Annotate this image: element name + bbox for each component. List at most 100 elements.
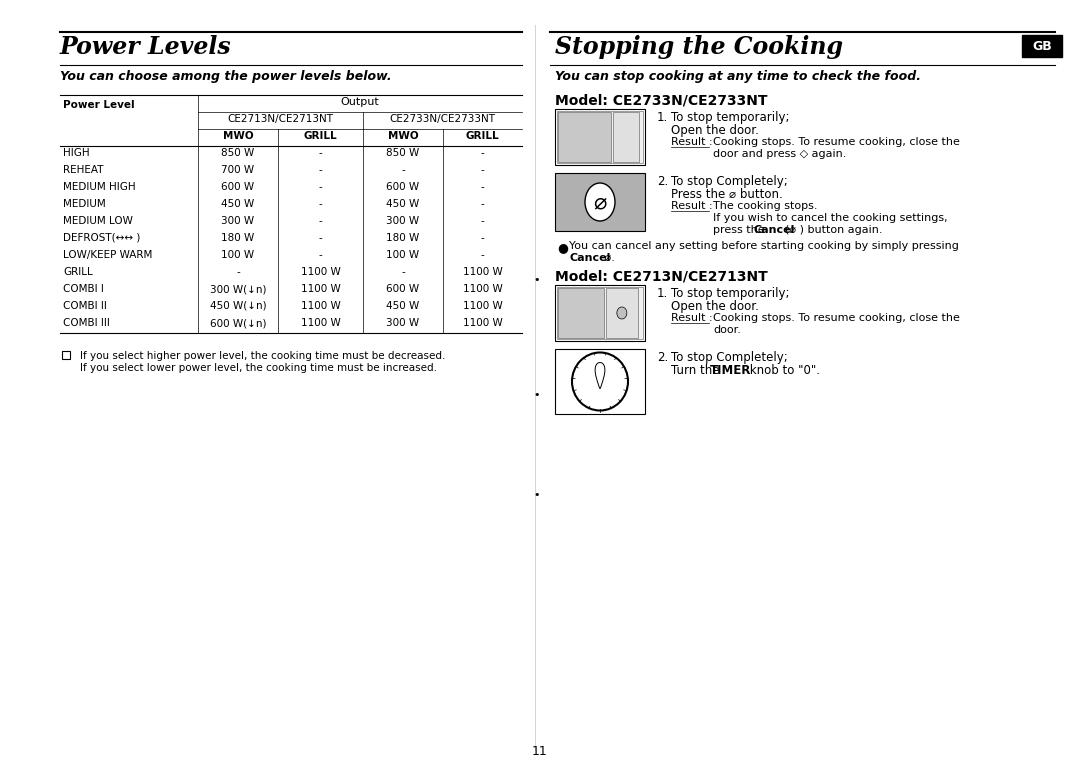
Text: Open the door.: Open the door. bbox=[671, 300, 759, 313]
Text: 300 W: 300 W bbox=[387, 318, 419, 328]
Text: 600 W: 600 W bbox=[387, 182, 419, 192]
Bar bbox=[555, 173, 645, 231]
Text: Cooking stops. To resume cooking, close the: Cooking stops. To resume cooking, close … bbox=[713, 313, 960, 323]
Text: HIGH: HIGH bbox=[63, 148, 90, 158]
Text: -: - bbox=[481, 233, 484, 243]
Text: 180 W: 180 W bbox=[387, 233, 420, 243]
Text: -: - bbox=[481, 182, 484, 192]
Text: If you wish to cancel the cooking settings,: If you wish to cancel the cooking settin… bbox=[713, 213, 947, 223]
Text: 1100 W: 1100 W bbox=[300, 267, 340, 277]
Text: 1100 W: 1100 W bbox=[300, 284, 340, 294]
Text: ●: ● bbox=[557, 241, 568, 254]
Text: Power Level: Power Level bbox=[63, 101, 135, 111]
Text: To stop Completely;: To stop Completely; bbox=[671, 175, 787, 188]
Text: -: - bbox=[319, 165, 322, 175]
Bar bbox=[558, 288, 604, 338]
Text: press the: press the bbox=[713, 225, 768, 235]
Ellipse shape bbox=[617, 307, 626, 319]
Text: 700 W: 700 W bbox=[221, 165, 255, 175]
Text: 2.: 2. bbox=[657, 175, 669, 188]
Text: TIMER: TIMER bbox=[710, 364, 752, 377]
Text: MWO: MWO bbox=[222, 131, 254, 141]
Bar bbox=[606, 288, 638, 338]
Text: 11: 11 bbox=[532, 745, 548, 758]
Text: •: • bbox=[534, 390, 540, 400]
Text: The cooking stops.: The cooking stops. bbox=[713, 201, 818, 211]
Text: 300 W(↓n): 300 W(↓n) bbox=[210, 284, 267, 294]
Text: COMBI III: COMBI III bbox=[63, 318, 110, 328]
Text: 1.: 1. bbox=[657, 287, 669, 300]
Text: door and press ◇ again.: door and press ◇ again. bbox=[713, 149, 847, 159]
Text: MWO: MWO bbox=[388, 131, 418, 141]
Text: DEFROST(↔↔ ): DEFROST(↔↔ ) bbox=[63, 233, 140, 243]
Text: •: • bbox=[534, 275, 540, 285]
Bar bbox=[557, 287, 643, 339]
Text: -: - bbox=[401, 267, 405, 277]
Text: You can choose among the power levels below.: You can choose among the power levels be… bbox=[60, 70, 392, 83]
Text: 1100 W: 1100 W bbox=[462, 318, 502, 328]
Text: MEDIUM LOW: MEDIUM LOW bbox=[63, 216, 133, 226]
Text: Result :: Result : bbox=[671, 201, 713, 211]
Bar bbox=[557, 111, 643, 163]
Text: COMBI I: COMBI I bbox=[63, 284, 104, 294]
Text: Open the door.: Open the door. bbox=[671, 124, 759, 137]
Text: 850 W: 850 W bbox=[221, 148, 255, 158]
Text: Stopping the Cooking: Stopping the Cooking bbox=[555, 35, 843, 59]
Text: GB: GB bbox=[1032, 40, 1052, 53]
Text: CE2733N/CE2733NT: CE2733N/CE2733NT bbox=[390, 114, 496, 124]
Text: -: - bbox=[481, 199, 484, 209]
Bar bbox=[1022, 35, 1062, 57]
Text: 1100 W: 1100 W bbox=[300, 301, 340, 311]
Text: Turn the: Turn the bbox=[671, 364, 724, 377]
Text: To stop temporarily;: To stop temporarily; bbox=[671, 287, 789, 300]
Text: 100 W: 100 W bbox=[221, 250, 255, 260]
Text: Cooking stops. To resume cooking, close the: Cooking stops. To resume cooking, close … bbox=[713, 137, 960, 147]
Text: Power Levels: Power Levels bbox=[60, 35, 231, 59]
Text: To stop temporarily;: To stop temporarily; bbox=[671, 111, 789, 124]
Text: 1100 W: 1100 W bbox=[462, 301, 502, 311]
Text: -: - bbox=[319, 182, 322, 192]
Text: GRILL: GRILL bbox=[465, 131, 499, 141]
Text: -: - bbox=[481, 165, 484, 175]
Text: Model: CE2733N/CE2733NT: Model: CE2733N/CE2733NT bbox=[555, 93, 768, 107]
Text: Cancel: Cancel bbox=[569, 253, 610, 263]
Text: 450 W(↓n): 450 W(↓n) bbox=[210, 301, 267, 311]
Text: 450 W: 450 W bbox=[387, 199, 420, 209]
Bar bbox=[62, 351, 70, 359]
Text: -: - bbox=[319, 250, 322, 260]
Text: GRILL: GRILL bbox=[63, 267, 93, 277]
Text: -: - bbox=[319, 199, 322, 209]
Ellipse shape bbox=[572, 353, 627, 410]
Bar bbox=[555, 349, 645, 414]
Text: 1100 W: 1100 W bbox=[300, 318, 340, 328]
Text: -: - bbox=[237, 267, 240, 277]
Text: LOW/KEEP WARM: LOW/KEEP WARM bbox=[63, 250, 152, 260]
Text: ⌀.: ⌀. bbox=[600, 253, 615, 263]
Text: Output: Output bbox=[340, 97, 379, 107]
Text: Cancel: Cancel bbox=[753, 225, 795, 235]
Text: 450 W: 450 W bbox=[387, 301, 420, 311]
Text: 180 W: 180 W bbox=[221, 233, 255, 243]
Text: GRILL: GRILL bbox=[303, 131, 337, 141]
Text: If you select higher power level, the cooking time must be decreased.
If you sel: If you select higher power level, the co… bbox=[80, 351, 445, 372]
Text: -: - bbox=[481, 148, 484, 158]
Bar bbox=[555, 285, 645, 341]
Polygon shape bbox=[595, 362, 605, 388]
Text: Result :: Result : bbox=[671, 313, 713, 323]
Text: 600 W: 600 W bbox=[221, 182, 255, 192]
Text: -: - bbox=[319, 148, 322, 158]
Text: COMBI II: COMBI II bbox=[63, 301, 107, 311]
Text: 450 W: 450 W bbox=[221, 199, 255, 209]
Bar bbox=[612, 112, 639, 162]
Text: -: - bbox=[481, 216, 484, 226]
Text: 300 W: 300 W bbox=[387, 216, 419, 226]
Text: (⌀ ) button again.: (⌀ ) button again. bbox=[785, 225, 882, 235]
Text: 600 W: 600 W bbox=[387, 284, 419, 294]
Text: •: • bbox=[534, 490, 540, 500]
Text: MEDIUM: MEDIUM bbox=[63, 199, 106, 209]
Text: MEDIUM HIGH: MEDIUM HIGH bbox=[63, 182, 136, 192]
Text: knob to "0".: knob to "0". bbox=[746, 364, 820, 377]
Text: Press the ⌀ button.: Press the ⌀ button. bbox=[671, 188, 783, 201]
Text: 1100 W: 1100 W bbox=[462, 284, 502, 294]
Text: -: - bbox=[481, 250, 484, 260]
